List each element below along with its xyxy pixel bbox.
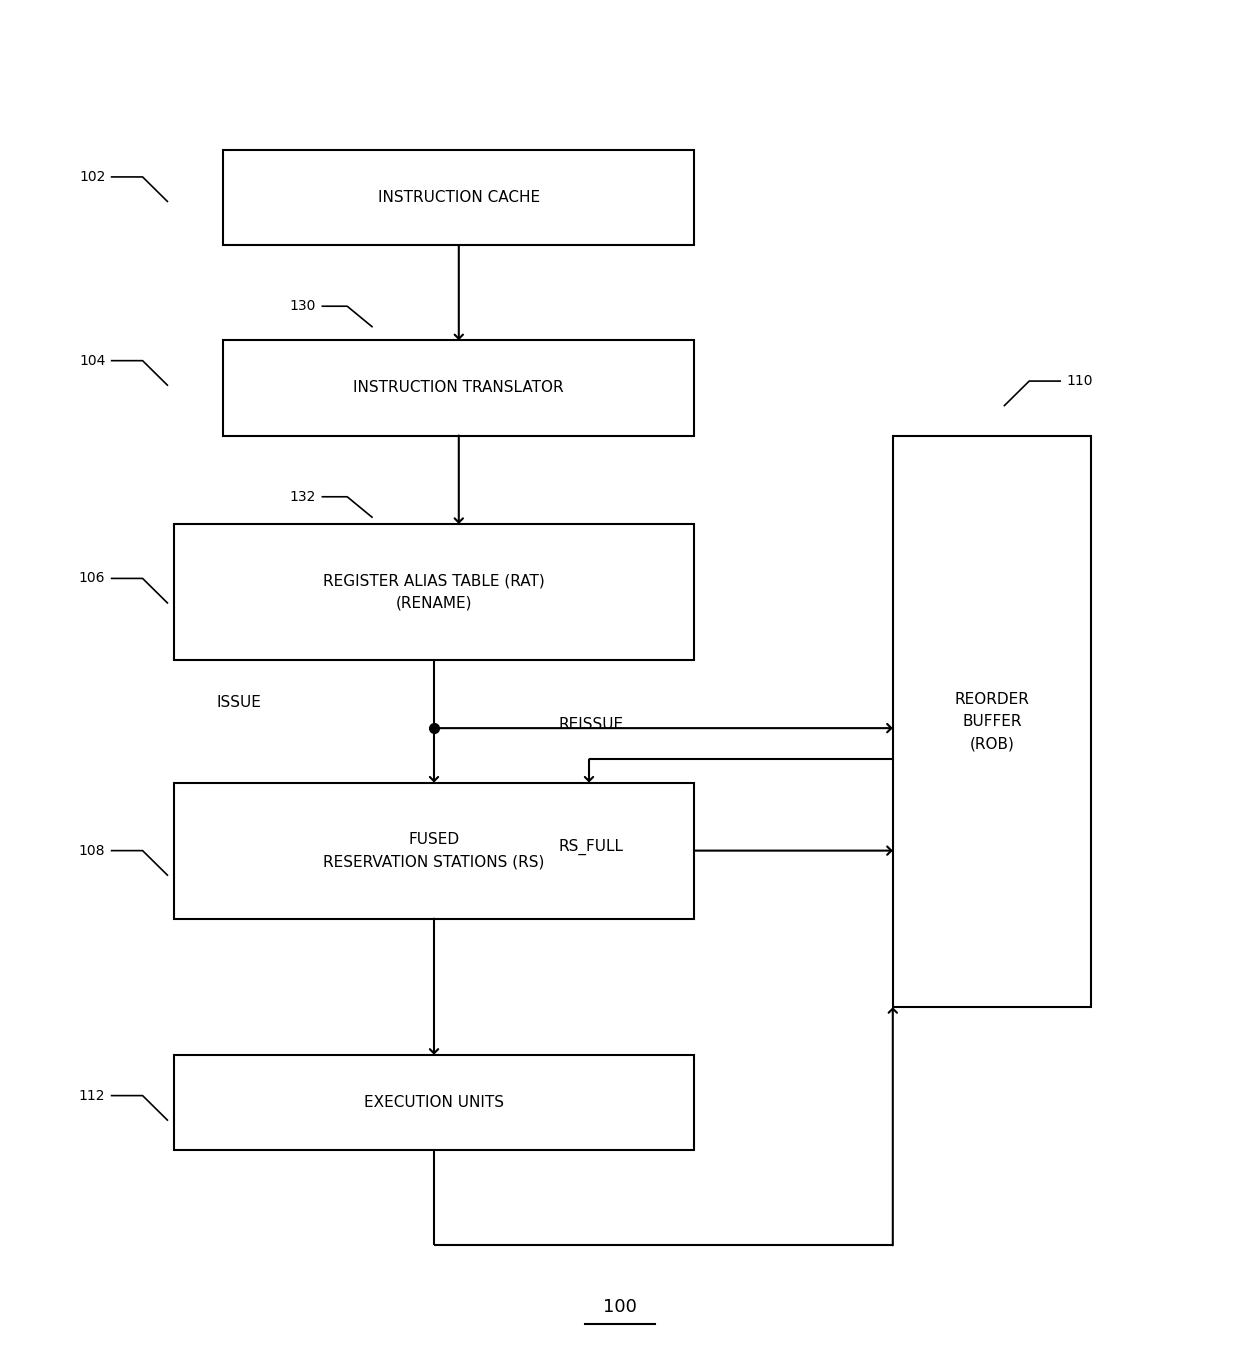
Text: INSTRUCTION CACHE: INSTRUCTION CACHE bbox=[378, 189, 539, 206]
FancyBboxPatch shape bbox=[174, 783, 694, 919]
Text: 132: 132 bbox=[290, 490, 316, 504]
Text: REORDER
BUFFER
(ROB): REORDER BUFFER (ROB) bbox=[955, 691, 1029, 751]
FancyBboxPatch shape bbox=[223, 150, 694, 245]
Text: 100: 100 bbox=[603, 1297, 637, 1316]
Text: 104: 104 bbox=[79, 354, 105, 367]
Text: REISSUE: REISSUE bbox=[558, 716, 624, 732]
Text: 110: 110 bbox=[1066, 374, 1092, 388]
Text: FUSED
RESERVATION STATIONS (RS): FUSED RESERVATION STATIONS (RS) bbox=[324, 832, 544, 870]
Text: EXECUTION UNITS: EXECUTION UNITS bbox=[365, 1094, 503, 1111]
Text: 130: 130 bbox=[290, 299, 316, 313]
Text: 102: 102 bbox=[79, 170, 105, 184]
Text: 106: 106 bbox=[79, 572, 105, 585]
Text: ISSUE: ISSUE bbox=[217, 694, 262, 710]
FancyBboxPatch shape bbox=[174, 1055, 694, 1150]
Text: 108: 108 bbox=[79, 844, 105, 857]
FancyBboxPatch shape bbox=[223, 340, 694, 436]
Text: REGISTER ALIAS TABLE (RAT)
(RENAME): REGISTER ALIAS TABLE (RAT) (RENAME) bbox=[324, 573, 544, 611]
Text: RS_FULL: RS_FULL bbox=[558, 838, 622, 855]
Text: INSTRUCTION TRANSLATOR: INSTRUCTION TRANSLATOR bbox=[353, 380, 564, 396]
FancyBboxPatch shape bbox=[893, 436, 1091, 1007]
FancyBboxPatch shape bbox=[174, 524, 694, 660]
Text: 112: 112 bbox=[79, 1089, 105, 1102]
